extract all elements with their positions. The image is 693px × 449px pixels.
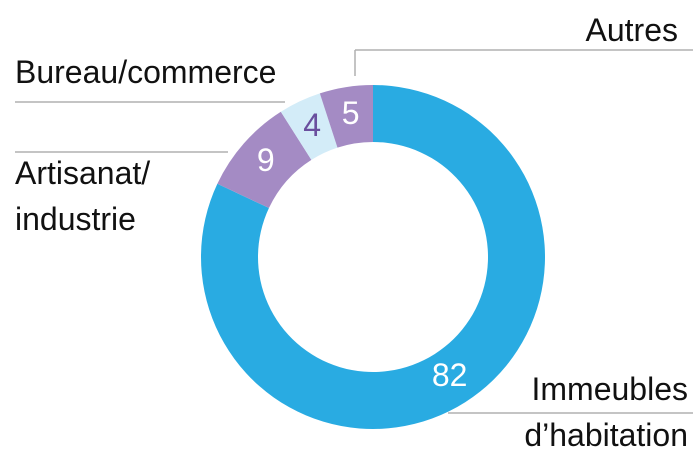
category-label-line: d’habitation bbox=[524, 417, 688, 449]
category-label-line: Autres bbox=[586, 12, 678, 48]
value-label: 4 bbox=[303, 107, 321, 143]
category-label: Autres bbox=[586, 12, 678, 48]
category-label: Immeubles d’habitation bbox=[524, 371, 688, 449]
donut-segment bbox=[201, 85, 546, 429]
value-label: 5 bbox=[342, 95, 360, 131]
donut-segment bbox=[319, 85, 373, 148]
category-label-line: Artisanat/ bbox=[15, 155, 150, 191]
category-label: Artisanat/industrie bbox=[15, 155, 150, 237]
category-label-line: industrie bbox=[15, 201, 136, 237]
category-label-line: Immeubles bbox=[532, 371, 689, 407]
value-label: 82 bbox=[432, 357, 468, 393]
category-label-line: Bureau/commerce bbox=[15, 54, 276, 90]
donut-segment bbox=[280, 93, 338, 160]
value-label: 9 bbox=[257, 142, 275, 178]
category-label: Bureau/commerce bbox=[15, 54, 276, 90]
donut-segment bbox=[217, 111, 312, 209]
